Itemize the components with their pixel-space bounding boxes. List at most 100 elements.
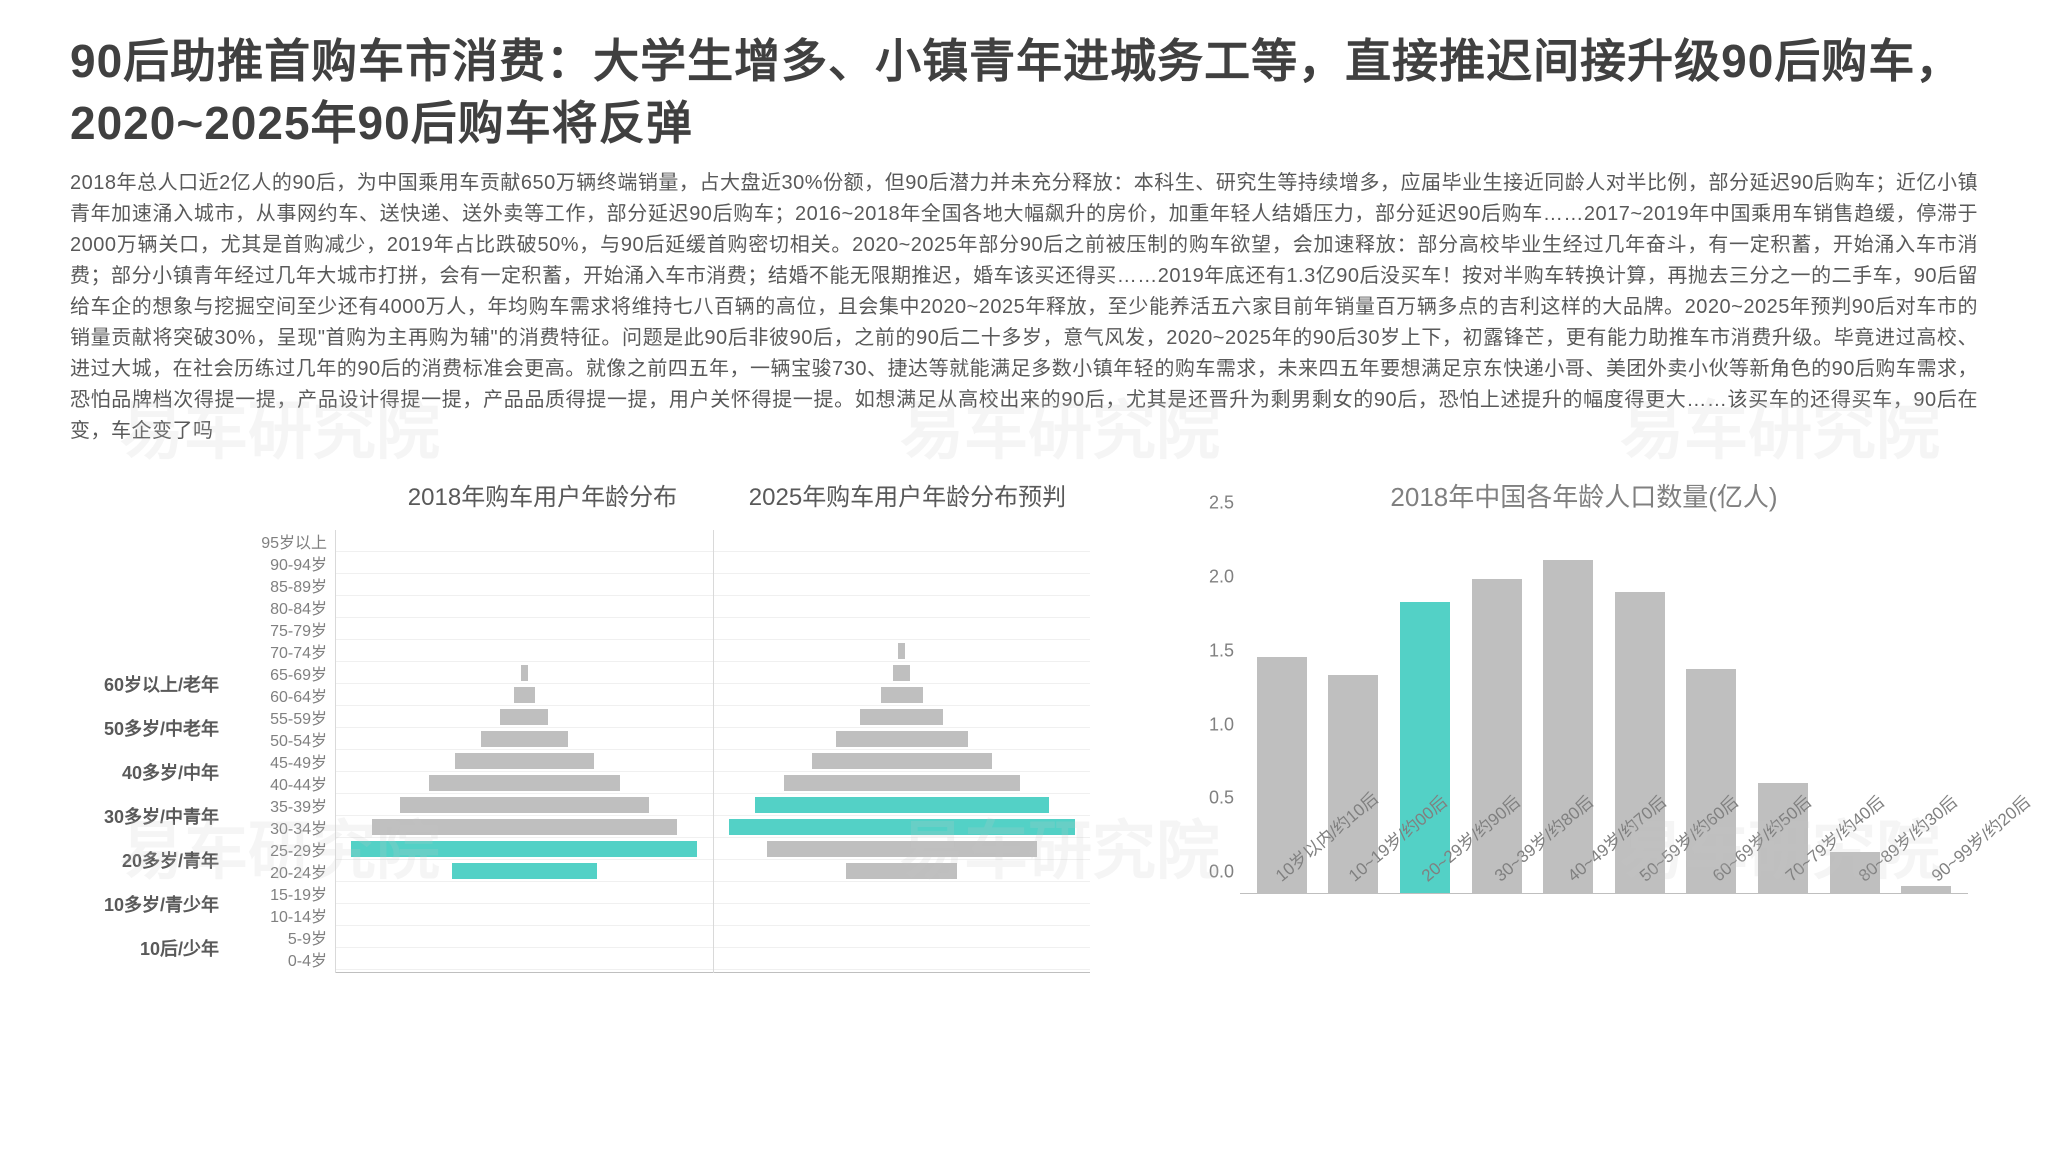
age-bin-label: 5-9岁: [225, 926, 335, 948]
age-bin-label: 25-29岁: [225, 838, 335, 860]
pyramid-row: [714, 904, 1091, 926]
pyramid-row: [336, 530, 713, 552]
body-paragraph: 2018年总人口近2亿人的90后，为中国乘用车贡献650万辆终端销量，占大盘近3…: [70, 168, 1978, 447]
pyramid-bar: [846, 863, 957, 879]
pyramid-row: [336, 662, 713, 684]
pyramid-row: [336, 640, 713, 662]
age-group-labels: 60岁以上/老年50多岁/中老年40多岁/中年30多岁/中青年20多岁/青年10…: [70, 530, 225, 970]
age-bin-label: 65-69岁: [225, 662, 335, 684]
pyramid-row: [714, 860, 1091, 882]
pyramid-bar: [729, 819, 1075, 835]
age-group-label: 10后/少年: [140, 926, 219, 970]
pyramid-row: [336, 574, 713, 596]
age-bin-label: 15-19岁: [225, 882, 335, 904]
pyramid-bar: [455, 753, 594, 769]
pyramid-bar: [521, 665, 528, 681]
pyramid-bar: [784, 775, 1020, 791]
pyramid-row: [336, 948, 713, 970]
pyramid-row: [336, 926, 713, 948]
pyramid-row: [714, 926, 1091, 948]
pyramid-bar: [500, 709, 548, 725]
pyramid-row: [714, 838, 1091, 860]
y-tick-label: 2.0: [1190, 567, 1234, 588]
pyramid-bar: [351, 841, 697, 857]
pyramid-row: [714, 772, 1091, 794]
y-tick-label: 1.0: [1190, 714, 1234, 735]
pyramid-bar: [812, 753, 992, 769]
pyramid-row: [714, 596, 1091, 618]
pyramid-row: [714, 530, 1091, 552]
pyramid-row: [714, 882, 1091, 904]
age-bin-label: 55-59岁: [225, 706, 335, 728]
age-bin-label: 45-49岁: [225, 750, 335, 772]
pyramid-row: [714, 794, 1091, 816]
pyramid-2018-title: 2018年购车用户年龄分布: [360, 477, 725, 512]
pyramid-row: [336, 772, 713, 794]
pyramid-row: [336, 816, 713, 838]
pyramid-bar: [481, 731, 568, 747]
pyramid-row: [714, 706, 1091, 728]
pyramid-row: [714, 618, 1091, 640]
pyramid-bar: [372, 819, 677, 835]
pyramid-row: [336, 618, 713, 640]
pyramid-row: [336, 596, 713, 618]
age-bin-label: 75-79岁: [225, 618, 335, 640]
pyramid-row: [714, 552, 1091, 574]
pyramid-row: [714, 662, 1091, 684]
age-bin-labels: 95岁以上90-94岁85-89岁80-84岁75-79岁70-74岁65-69…: [225, 530, 335, 973]
pyramid-bar: [452, 863, 597, 879]
age-bin-label: 0-4岁: [225, 948, 335, 970]
y-tick-label: 2.5: [1190, 493, 1234, 514]
age-bin-label: 70-74岁: [225, 640, 335, 662]
pyramid-row: [336, 860, 713, 882]
age-bin-label: 35-39岁: [225, 794, 335, 816]
age-bin-label: 10-14岁: [225, 904, 335, 926]
pyramid-row: [714, 574, 1091, 596]
age-bin-label: 40-44岁: [225, 772, 335, 794]
age-bin-label: 60-64岁: [225, 684, 335, 706]
age-group-label: 50多岁/中老年: [104, 706, 219, 750]
pyramid-2025: [713, 530, 1091, 973]
age-group-label: 40多岁/中年: [122, 750, 219, 794]
pyramid-row: [336, 706, 713, 728]
y-tick-label: 0.5: [1190, 788, 1234, 809]
age-bin-label: 80-84岁: [225, 596, 335, 618]
y-tick-label: 0.0: [1190, 862, 1234, 883]
pyramid-row: [336, 750, 713, 772]
pyramid-bar: [755, 797, 1049, 813]
pyramid-row: [336, 882, 713, 904]
age-bin-label: 20-24岁: [225, 860, 335, 882]
age-group-label: 30多岁/中青年: [104, 794, 219, 838]
pyramid-2025-title: 2025年购车用户年龄分布预判: [725, 477, 1090, 512]
age-group-label: 60岁以上/老年: [104, 662, 219, 706]
y-tick-label: 1.5: [1190, 640, 1234, 661]
age-bin-label: 90-94岁: [225, 552, 335, 574]
age-bin-label: 85-89岁: [225, 574, 335, 596]
pyramid-2018: [335, 530, 713, 973]
pyramid-bar: [860, 709, 943, 725]
pyramid-bar: [893, 665, 910, 681]
pyramid-charts: 2018年购车用户年龄分布 2025年购车用户年龄分布预判 60岁以上/老年50…: [70, 477, 1090, 973]
pyramid-row: [714, 948, 1091, 970]
pyramid-bar: [898, 643, 905, 659]
pyramid-row: [714, 816, 1091, 838]
pyramid-row: [336, 838, 713, 860]
bar-chart-title: 2018年中国各年龄人口数量(亿人): [1190, 477, 1978, 514]
pyramid-bar: [514, 687, 535, 703]
pyramid-bar: [400, 797, 649, 813]
pyramid-bar: [429, 775, 620, 791]
pyramid-bar: [767, 841, 1037, 857]
population-bar-chart: 2018年中国各年龄人口数量(亿人) 0.00.51.01.52.02.5 10…: [1130, 477, 1978, 973]
pyramid-row: [714, 728, 1091, 750]
age-group-label: 10多岁/青少年: [104, 882, 219, 926]
pyramid-row: [714, 750, 1091, 772]
pyramid-bar: [836, 731, 968, 747]
age-bin-label: 95岁以上: [225, 530, 335, 552]
pyramid-row: [714, 684, 1091, 706]
age-group-label: 20多岁/青年: [122, 838, 219, 882]
pyramid-row: [714, 640, 1091, 662]
pyramid-row: [336, 552, 713, 574]
pyramid-row: [336, 728, 713, 750]
page-title: 90后助推首购车市消费：大学生增多、小镇青年进城务工等，直接推迟间接升级90后购…: [70, 30, 1978, 154]
pyramid-bar: [881, 687, 923, 703]
